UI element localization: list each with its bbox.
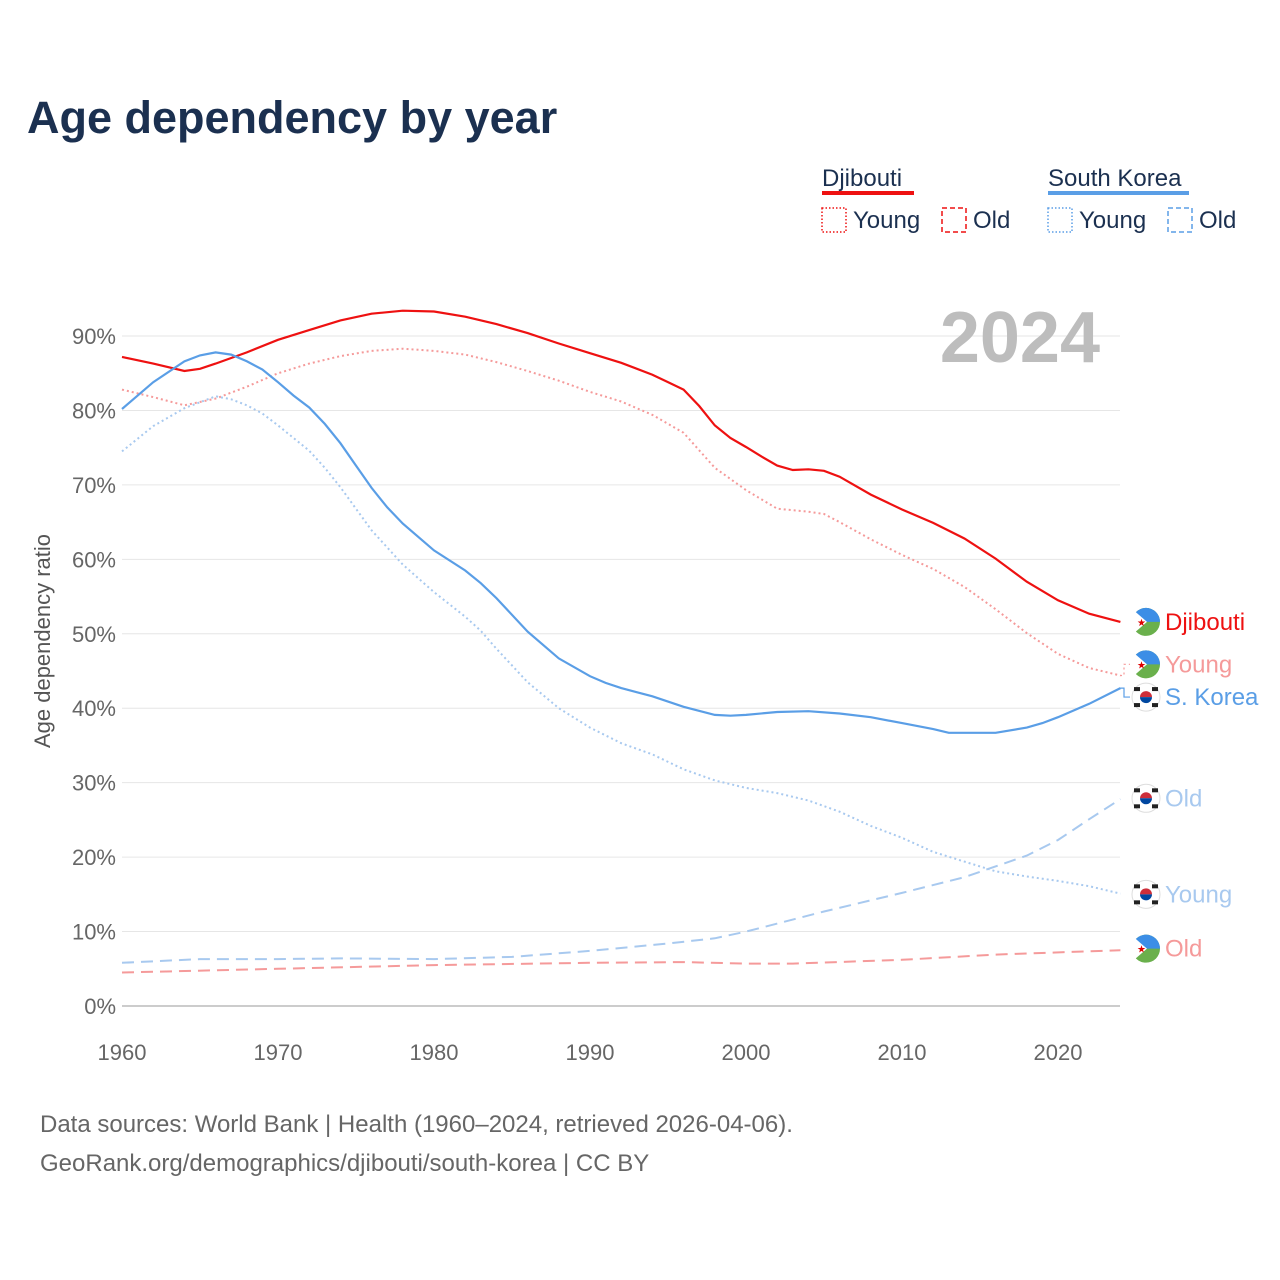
end-label: S. Korea: [1165, 684, 1259, 711]
legend-item-label: Old: [1199, 207, 1236, 234]
legend-swatch-young: [1047, 207, 1073, 233]
flag-star: ★: [1137, 660, 1146, 671]
y-tick-label: 90%: [72, 324, 116, 349]
series-line-djibouti: [121, 309, 1121, 623]
x-tick-label: 2020: [1034, 1040, 1083, 1065]
end-label: Young: [1165, 881, 1232, 908]
series-line-south-korea-young: [121, 395, 1121, 895]
djibouti-flag-icon: ★: [1132, 650, 1160, 679]
label-connector: [1120, 663, 1130, 677]
series-group: [121, 309, 1121, 974]
flag-trigram: [1134, 900, 1140, 905]
legend: Djibouti Young Old South Korea Young Old: [821, 165, 1236, 234]
korea-flag-icon: [1131, 682, 1161, 712]
footer-link[interactable]: GeoRank.org/demographics/djibouti/south-…: [40, 1150, 649, 1177]
flag-trigram: [1152, 900, 1158, 905]
flag-blue: [1140, 798, 1152, 805]
legend-swatch-old: [941, 207, 967, 233]
y-tick-label: 70%: [72, 473, 116, 498]
y-tick-label: 0%: [84, 994, 116, 1019]
year-watermark: 2024: [940, 298, 1100, 378]
end-label: Young: [1165, 651, 1232, 678]
flag-triangle: [1132, 651, 1147, 678]
flag-trigram: [1152, 687, 1158, 692]
series-line-djibouti-young: [121, 347, 1121, 677]
y-tick-label: 10%: [72, 920, 116, 945]
flag-star: ★: [1137, 618, 1146, 629]
korea-flag-icon: [1131, 783, 1161, 813]
x-tick-label: 2010: [878, 1040, 927, 1065]
korea-flag-icon: [1131, 879, 1161, 909]
flag-trigram: [1152, 703, 1158, 708]
flag-star: ★: [1137, 945, 1146, 956]
flag-blue: [1140, 894, 1152, 901]
flag-triangle: [1132, 608, 1147, 635]
label-connector: [1120, 687, 1130, 698]
y-tick-label: 80%: [72, 398, 116, 423]
y-tick-label: 30%: [72, 771, 116, 796]
series-line-south-korea-old: [121, 798, 1121, 964]
x-tick-label: 1980: [410, 1040, 459, 1065]
flag-trigram: [1152, 788, 1158, 793]
legend-group-title: Djibouti: [822, 165, 902, 192]
y-axis-label: Age dependency ratio: [30, 534, 55, 748]
flag-red: [1140, 691, 1152, 698]
legend-swatch-young: [821, 207, 847, 233]
flag-trigram: [1134, 687, 1140, 692]
flag-trigram: [1134, 884, 1140, 889]
end-label: Old: [1165, 785, 1202, 812]
flag-trigram: [1134, 788, 1140, 793]
legend-item-label: Young: [1079, 207, 1146, 234]
flag-trigram: [1152, 804, 1158, 809]
flag-red: [1140, 888, 1152, 895]
flag-blue: [1140, 697, 1152, 704]
y-tick-label: 20%: [72, 845, 116, 870]
legend-swatch-old: [1167, 207, 1193, 233]
flag-red: [1140, 792, 1152, 799]
end-label: Djibouti: [1165, 609, 1245, 636]
chart-title: Age dependency by year: [27, 92, 557, 143]
flag-triangle: [1132, 935, 1147, 962]
legend-group-title: South Korea: [1048, 165, 1182, 192]
legend-item-label: Young: [853, 207, 920, 234]
x-tick-label: 1960: [98, 1040, 147, 1065]
end-labels: ★ Djibouti ★ Young S. Korea Old Young ★ Old: [1120, 607, 1259, 963]
djibouti-flag-icon: ★: [1132, 607, 1160, 636]
y-tick-label: 50%: [72, 622, 116, 647]
djibouti-flag-icon: ★: [1132, 934, 1160, 963]
series-line-south-korea: [121, 351, 1121, 734]
x-tick-label: 1990: [566, 1040, 615, 1065]
grid: 0% 10% 20% 30% 40% 50% 60% 70% 80% 90% 1960 1970 198…: [72, 324, 1120, 1065]
end-label: Old: [1165, 936, 1202, 963]
series-line-djibouti-old: [121, 949, 1121, 974]
y-tick-label: 60%: [72, 547, 116, 572]
legend-item-label: Old: [973, 207, 1010, 234]
x-tick-label: 1970: [254, 1040, 303, 1065]
flag-trigram: [1134, 804, 1140, 809]
flag-trigram: [1152, 884, 1158, 889]
x-tick-label: 2000: [722, 1040, 771, 1065]
y-tick-label: 40%: [72, 696, 116, 721]
flag-trigram: [1134, 703, 1140, 708]
footer-source: Data sources: World Bank | Health (1960–…: [40, 1111, 793, 1138]
